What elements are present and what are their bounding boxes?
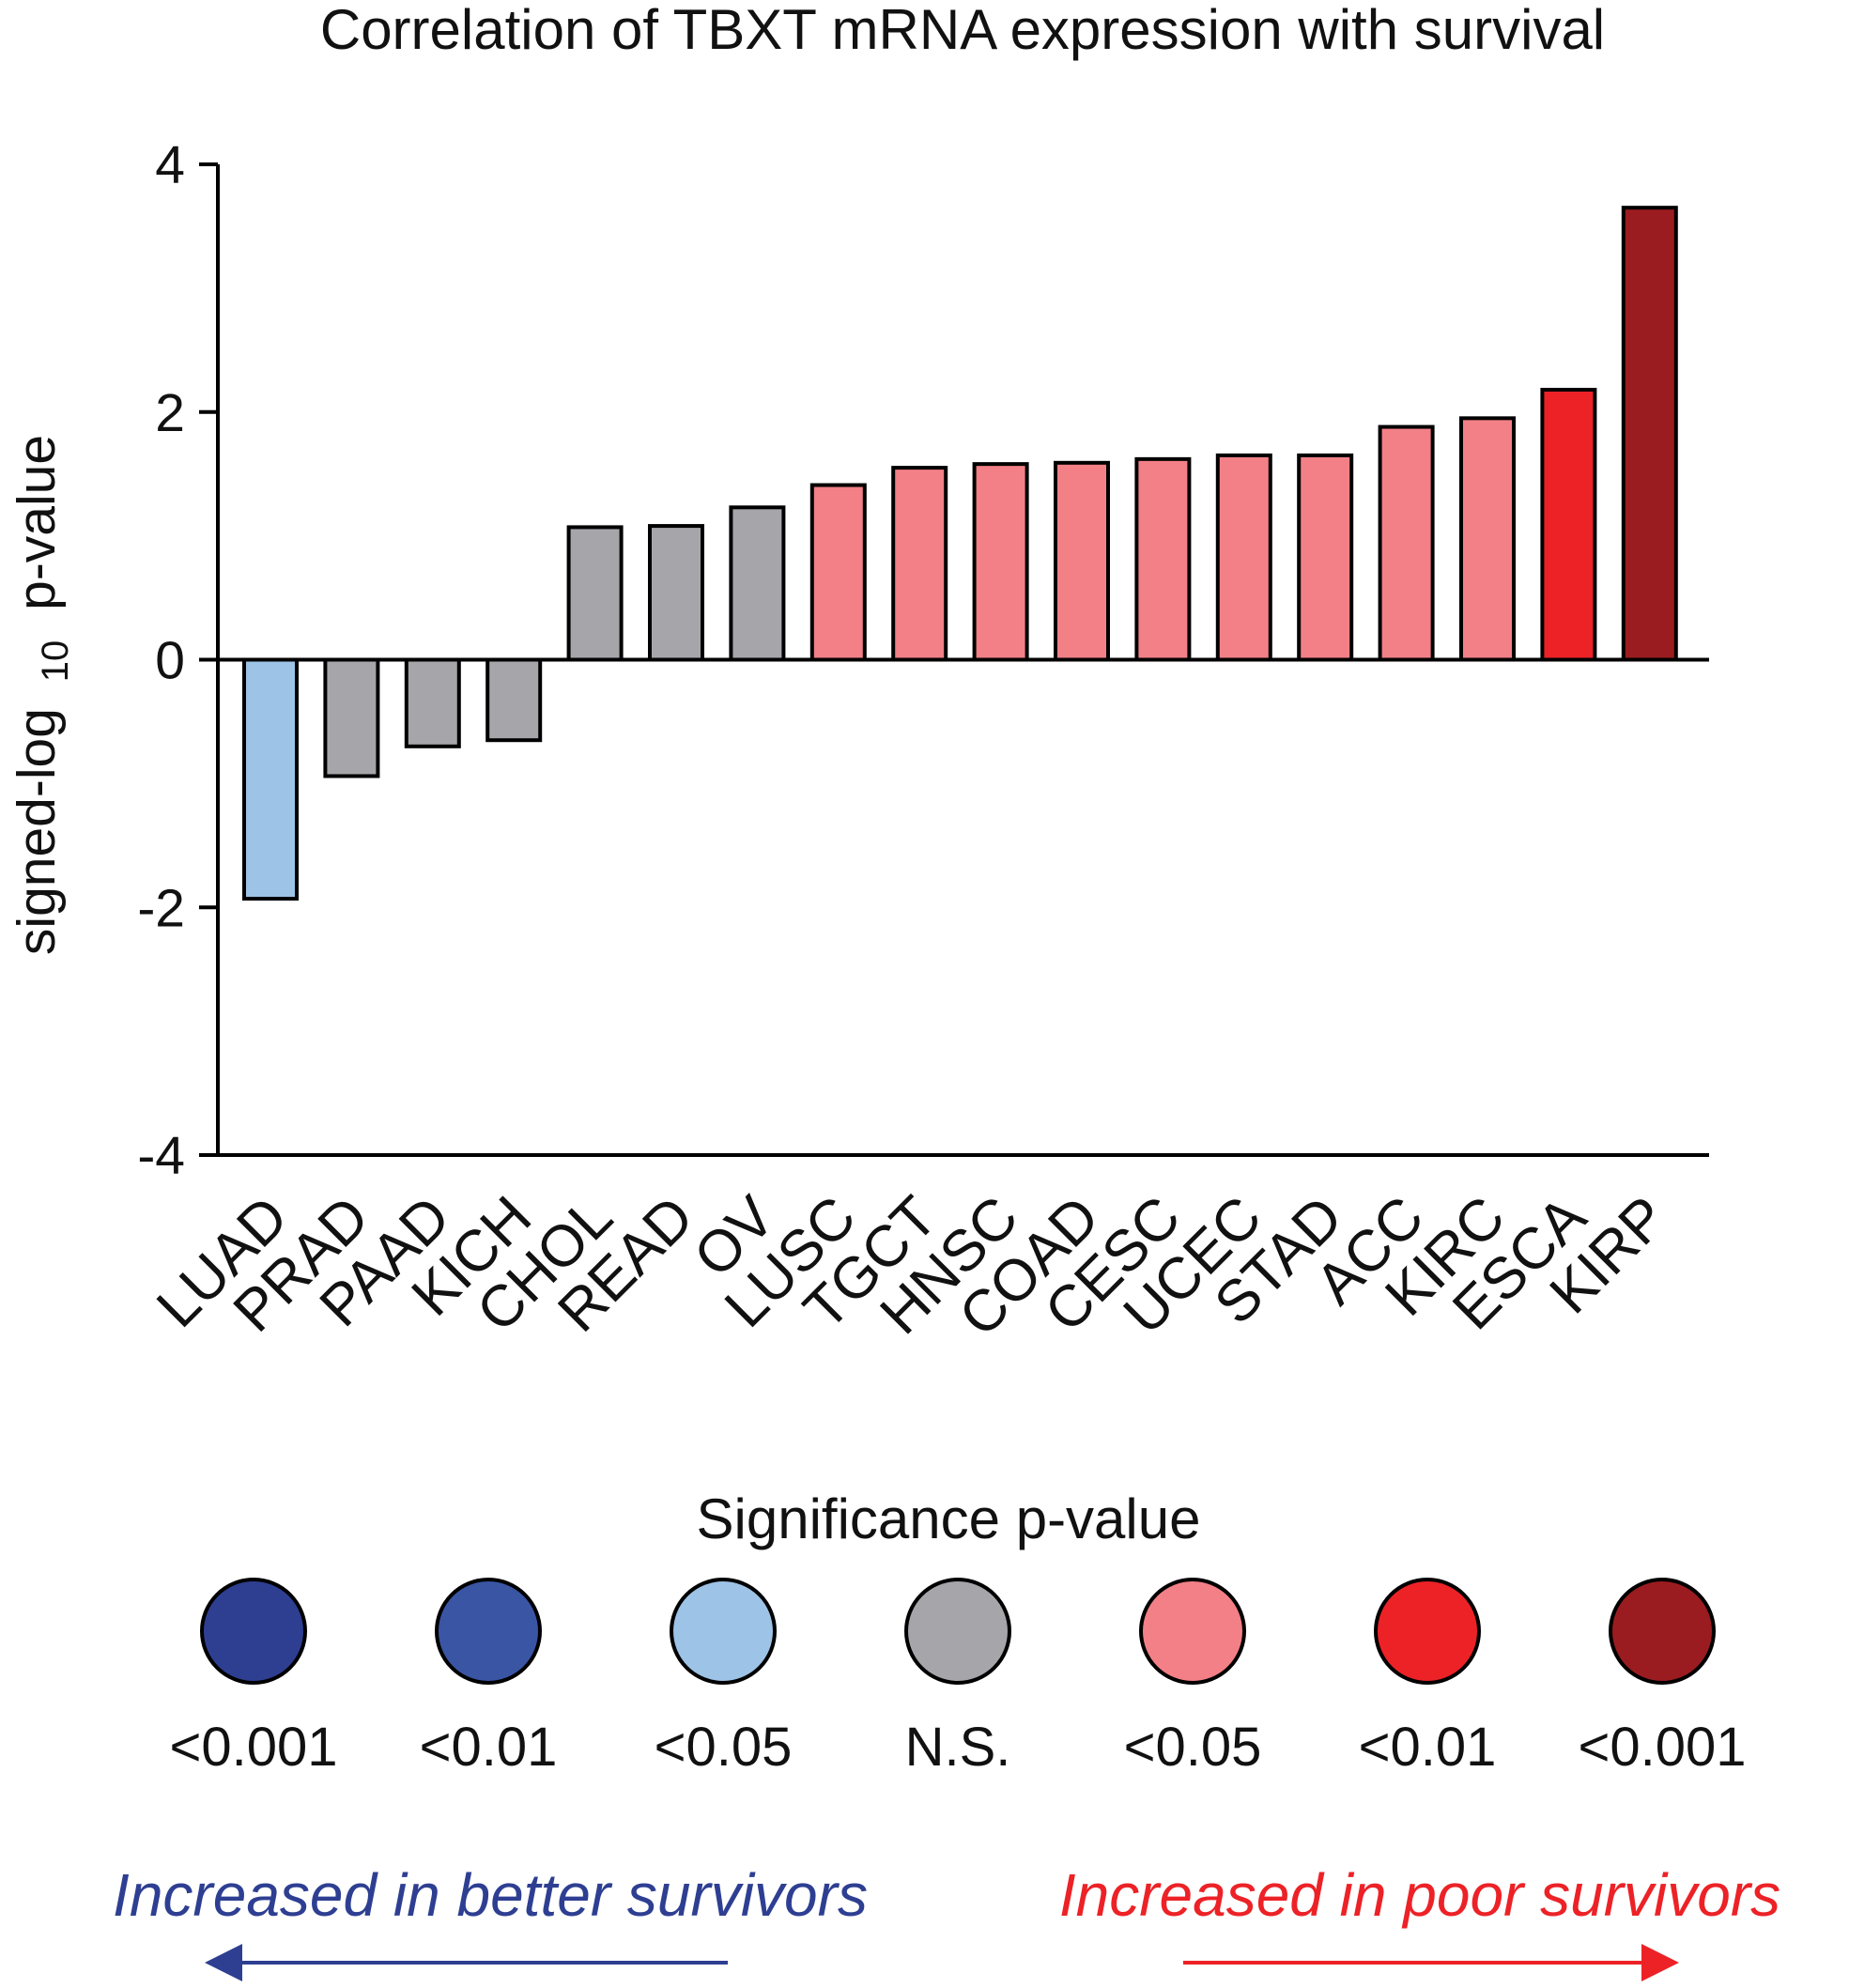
legend-swatch [904,1578,1011,1685]
legend-swatch [670,1578,777,1685]
bar-chol [566,525,624,662]
y-axis-label-subscript: 10 [35,640,76,683]
y-tick-label: 4 [155,135,185,195]
y-tick-label: -4 [137,1126,185,1186]
bar-lusc [809,483,867,662]
bar-acc [1378,424,1435,662]
bar-tgct [891,466,948,662]
bar-read [648,524,704,662]
annotation-poor-survivors: Increased in poor survivors [1059,1861,1780,1929]
legend-swatch [1609,1578,1716,1685]
y-axis-label: signed-log 10 p-value [7,435,80,955]
bar-luad [242,657,299,902]
plot-area: -4-2024LUADPRADPAADKICHCHOLREADOVLUSCTGC… [137,135,1709,1349]
legend-swatch [1374,1578,1481,1685]
legend-label: <0.05 [1124,1717,1262,1778]
bar-ucec [1215,453,1272,662]
chart-title: Correlation of TBXT mRNA expression with… [320,0,1605,61]
bar-kich [485,657,543,743]
legend: Significance p-value <0.001 <0.01 <0.05 N.S.… [169,1487,1746,1778]
y-axis-label-main: signed-log [7,708,67,955]
legend-swatch [200,1578,307,1685]
bar-paad [404,657,461,748]
annotation-better-survivors: Increased in better survivors [113,1861,868,1929]
y-axis-label-suffix: p-value [7,435,67,610]
bar-coad [1054,460,1110,662]
y-tick-label: 2 [155,383,185,443]
legend-label: <0.01 [420,1717,558,1778]
legend-label: <0.01 [1359,1717,1497,1778]
legend-swatch [435,1578,542,1685]
legend-label: <0.001 [1578,1717,1746,1778]
direction-annotations: Increased in better survivors Increased i… [113,1861,1780,1981]
y-tick-label: 0 [155,631,185,691]
bar-kirp [1621,206,1678,662]
bar-ov [729,505,786,662]
y-tick-label: -2 [137,878,185,938]
bar-prad [323,657,380,778]
legend-label: N.S. [905,1717,1011,1778]
legend-label: <0.05 [655,1717,793,1778]
legend-title: Significance p-value [697,1487,1201,1550]
bar-kirc [1459,416,1516,662]
legend-label: <0.001 [169,1717,337,1778]
bar-cesc [1134,456,1192,662]
legend-swatch [1139,1578,1246,1685]
bar-esca [1540,388,1597,662]
bar-stad [1297,453,1354,662]
bar-hnsc [972,462,1029,662]
